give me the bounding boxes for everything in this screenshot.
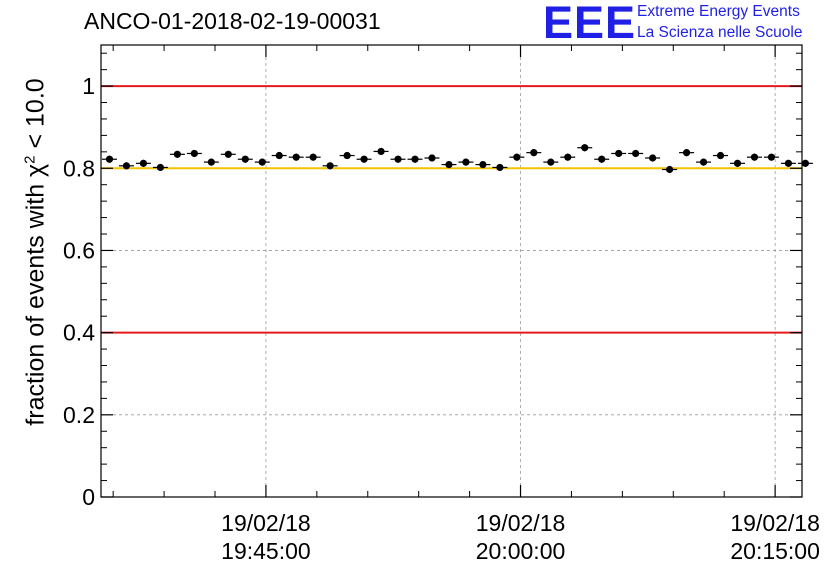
- y-axis-title-exponent: 2: [21, 155, 39, 164]
- data-point: [649, 154, 657, 162]
- y-axis-title-symbol: χ: [21, 163, 50, 177]
- data-point: [750, 153, 759, 161]
- data-point: [666, 165, 674, 174]
- data-point: [445, 160, 453, 169]
- data-point: [105, 155, 114, 163]
- data-point: [428, 154, 436, 162]
- data-point: [275, 151, 283, 160]
- y-tick-label: 0.2: [63, 402, 95, 428]
- data-point: [801, 159, 809, 167]
- data-point: [258, 158, 266, 166]
- plot-frame: [100, 44, 803, 498]
- data-point: [513, 153, 521, 161]
- data-point: [343, 151, 351, 160]
- data-point: [360, 155, 368, 163]
- data-point: [632, 149, 640, 158]
- data-point: [462, 158, 470, 166]
- x-tick-label-time: 20:15:00: [730, 538, 820, 564]
- data-point: [547, 158, 555, 166]
- data-point: [207, 158, 215, 166]
- data-point: [173, 150, 181, 158]
- y-axis-title-threshold: < 10.0: [21, 78, 50, 156]
- data-point: [733, 159, 742, 167]
- data-point: [292, 153, 300, 161]
- data-point: [309, 153, 317, 161]
- x-tick-label-date: 19/02/18: [476, 510, 566, 536]
- data-point: [496, 163, 504, 172]
- y-axis: 0 0.2 0.4 0.6 0.8 1: [63, 52, 802, 510]
- data-point: [615, 149, 623, 158]
- data-point: [479, 160, 487, 169]
- data-series: [102, 144, 813, 174]
- reference-lines: [101, 85, 802, 334]
- logo-mark: EEE: [543, 0, 637, 48]
- data-point: [190, 149, 198, 158]
- data-point: [377, 147, 385, 156]
- data-point: [598, 155, 606, 163]
- x-tick-label-time: 20:00:00: [476, 538, 566, 564]
- y-axis-title: fraction of events with χ2 < 10.0: [21, 78, 50, 425]
- data-point: [122, 162, 131, 170]
- data-point: [224, 150, 232, 158]
- eee-logo: EEE Extreme Energy Events La Scienza nel…: [543, 0, 833, 48]
- data-point: [716, 151, 725, 160]
- logo-line-1: Extreme Energy Events: [637, 3, 800, 20]
- data-point: [530, 149, 538, 157]
- chart-title: ANCO-01-2018-02-19-00031: [84, 8, 381, 34]
- x-tick-label-date: 19/02/18: [730, 510, 820, 536]
- y-tick-label: 0.8: [63, 155, 95, 181]
- y-axis-title-text: fraction of events with: [21, 183, 50, 426]
- y-tick-label: 1: [82, 73, 95, 99]
- data-point: [394, 155, 402, 163]
- data-point: [682, 149, 691, 157]
- data-point: [156, 163, 165, 172]
- data-point: [241, 155, 249, 163]
- data-point: [784, 159, 793, 167]
- data-point: [581, 144, 589, 152]
- data-point: [564, 153, 572, 161]
- x-tick-label-date: 19/02/18: [221, 510, 311, 536]
- data-point: [326, 162, 334, 170]
- data-point: [767, 153, 776, 161]
- x-axis: 19/02/1819:45:0019/02/1820:00:0019/02/18…: [112, 45, 820, 564]
- data-point: [139, 159, 148, 167]
- plot-area: [101, 45, 802, 497]
- x-tick-label-time: 19:45:00: [221, 538, 311, 564]
- data-point: [411, 155, 419, 163]
- logo-line-2: La Scienza nelle Scuole: [637, 24, 803, 41]
- y-tick-label: 0: [82, 484, 95, 510]
- y-tick-label: 0.4: [63, 320, 95, 346]
- y-tick-label: 0.6: [63, 237, 95, 263]
- data-point: [699, 158, 708, 166]
